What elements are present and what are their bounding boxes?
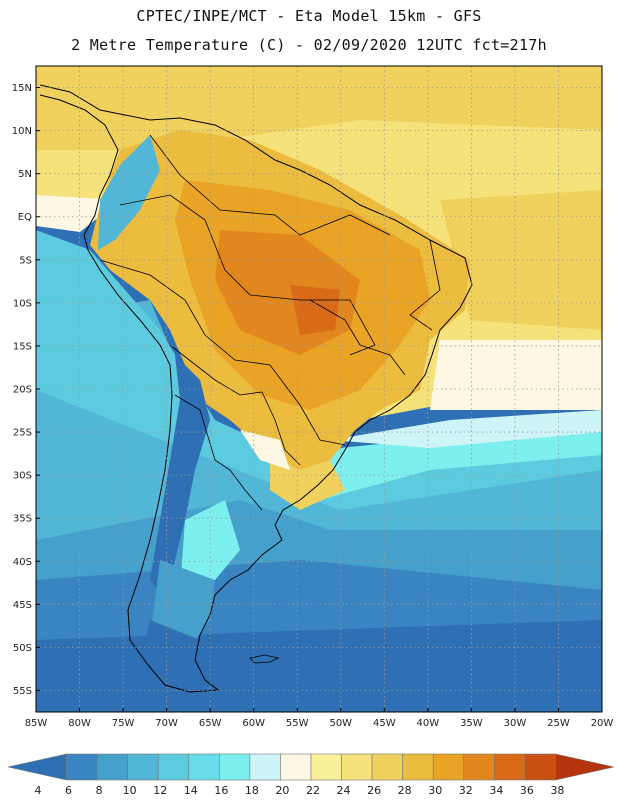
country-borders bbox=[99, 134, 441, 511]
lat-label: 15N bbox=[12, 83, 32, 94]
lon-label: 70W bbox=[155, 718, 178, 729]
colorbar-label: 38 bbox=[550, 784, 564, 797]
lon-label: 25W bbox=[547, 718, 570, 729]
colorbar-label: 30 bbox=[428, 784, 442, 797]
colorbar-segment bbox=[219, 753, 251, 781]
lon-label: 30W bbox=[504, 718, 527, 729]
lat-label: 50S bbox=[13, 643, 32, 654]
colorbar-segment bbox=[341, 753, 373, 781]
lon-label: 40W bbox=[417, 718, 440, 729]
colorbar-segment bbox=[249, 753, 281, 781]
lat-label: 10S bbox=[13, 298, 32, 309]
colorbar-label: 26 bbox=[367, 784, 381, 797]
lat-label: 35S bbox=[13, 514, 32, 525]
lat-label: 20S bbox=[13, 385, 32, 396]
colorbar-segment bbox=[310, 753, 342, 781]
colorbar-label: 10 bbox=[123, 784, 137, 797]
lon-label: 60W bbox=[242, 718, 265, 729]
lat-label: EQ bbox=[18, 212, 32, 223]
colorbar-segment bbox=[463, 753, 495, 781]
colorbar-segment bbox=[402, 753, 434, 781]
colorbar-segment bbox=[280, 753, 312, 781]
lon-label: 80W bbox=[68, 718, 91, 729]
colorbar-label: 36 bbox=[520, 784, 534, 797]
lat-label: 5S bbox=[19, 255, 32, 266]
colorbar-label: 32 bbox=[459, 784, 473, 797]
lat-label: 55S bbox=[13, 686, 32, 697]
colorbar-segment bbox=[494, 753, 526, 781]
colorbar-label: 24 bbox=[337, 784, 351, 797]
lon-label: 50W bbox=[329, 718, 352, 729]
colorbar-segment bbox=[157, 753, 190, 781]
colorbar-label: 6 bbox=[65, 784, 72, 797]
colorbar-label: 16 bbox=[214, 784, 228, 797]
colorbar-segment bbox=[188, 753, 220, 781]
lat-label: 10N bbox=[12, 126, 32, 137]
colorbar-label: 20 bbox=[275, 784, 289, 797]
lat-label: 40S bbox=[13, 557, 32, 568]
lat-label: 25S bbox=[13, 428, 32, 439]
lat-label: 5N bbox=[18, 169, 32, 180]
colorbar-label: 28 bbox=[398, 784, 412, 797]
colorbar-label: 4 bbox=[35, 784, 42, 797]
colorbar: 4 6 8 10 12 14 16 18 20 22 24 26 28 30 32 34 36 38 bbox=[7, 753, 615, 797]
chart-subtitle: 2 Metre Temperature (C) - 02/09/2020 12U… bbox=[71, 36, 547, 54]
lon-label: 20W bbox=[591, 718, 614, 729]
lon-label: 75W bbox=[112, 718, 135, 729]
lon-label: 55W bbox=[286, 718, 309, 729]
colorbar-arrow-high bbox=[555, 753, 615, 781]
colorbar-segment bbox=[66, 753, 98, 781]
colorbar-label: 8 bbox=[96, 784, 103, 797]
colorbar-segment bbox=[127, 753, 159, 781]
colorbar-label: 12 bbox=[153, 784, 167, 797]
lat-label: 30S bbox=[13, 471, 32, 482]
lon-label: 45W bbox=[373, 718, 396, 729]
colorbar-label: 34 bbox=[489, 784, 503, 797]
colorbar-label: 18 bbox=[245, 784, 259, 797]
colorbar-segment bbox=[432, 753, 465, 781]
lon-label: 85W bbox=[25, 718, 48, 729]
colorbar-segment bbox=[524, 753, 556, 781]
colorbar-label: 22 bbox=[306, 784, 320, 797]
colorbar-label: 14 bbox=[184, 784, 198, 797]
map-frame bbox=[35, 65, 603, 713]
lon-label: 65W bbox=[199, 718, 222, 729]
lat-label: 45S bbox=[13, 600, 32, 611]
colorbar-segment bbox=[371, 753, 403, 781]
axis-labels: 15N 10N 5N EQ 5S 10S 15S 20S 25S 30S 35S 40S 45S 50S 5… bbox=[12, 83, 614, 729]
falkland-islands bbox=[249, 654, 280, 664]
colorbar-arrow-low bbox=[7, 753, 67, 781]
coastline bbox=[39, 84, 473, 693]
lat-label: 15S bbox=[13, 341, 32, 352]
temperature-field bbox=[36, 66, 602, 712]
lon-label: 35W bbox=[460, 718, 483, 729]
colorbar-segment bbox=[96, 753, 128, 781]
chart-title: CPTEC/INPE/MCT - Eta Model 15km - GFS bbox=[136, 7, 482, 25]
